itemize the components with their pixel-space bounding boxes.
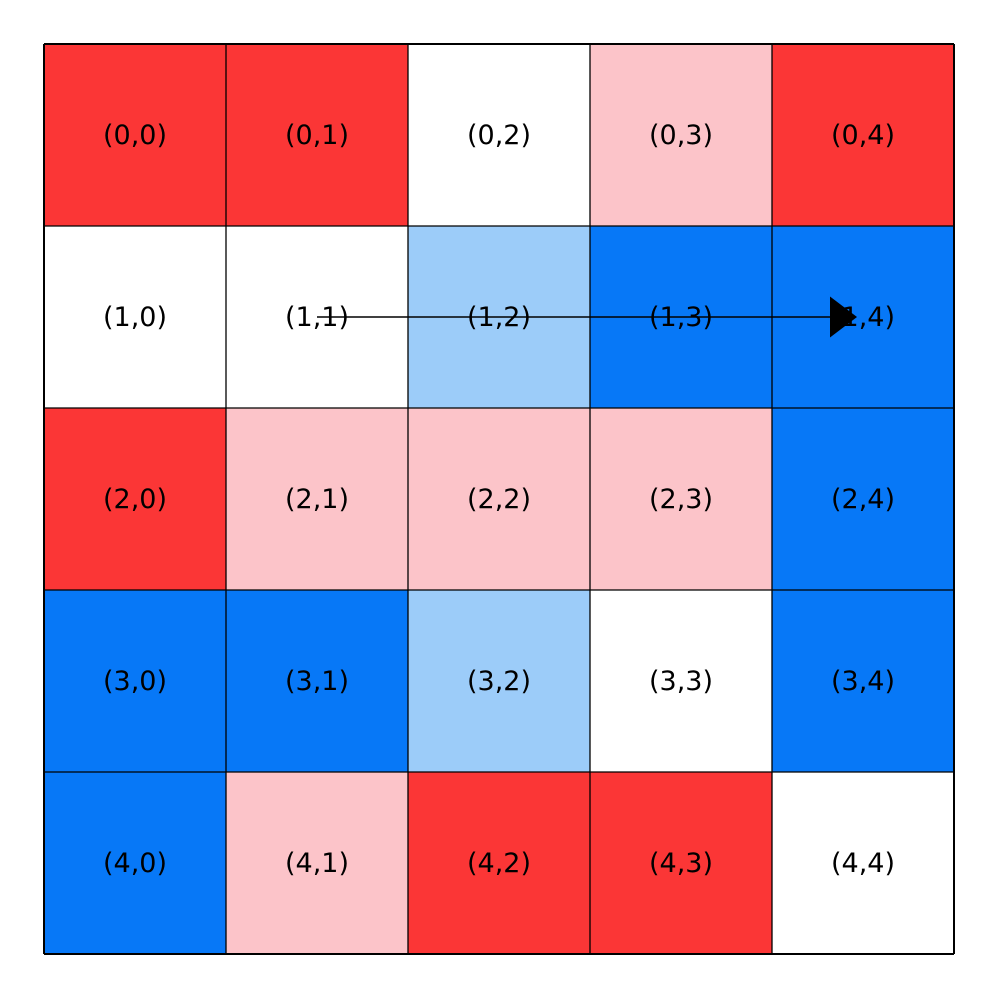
- cell-label: (3,2): [466, 665, 531, 697]
- cell-label: (0,3): [648, 119, 713, 151]
- cell-label: (2,3): [648, 483, 713, 515]
- cell-label: (2,2): [466, 483, 531, 515]
- grid-cell-0-0: (0,0): [44, 44, 226, 226]
- cell-label: (1,4): [830, 301, 895, 333]
- cell-label: (1,3): [648, 301, 713, 333]
- grid-cell-2-3: (2,3): [590, 408, 772, 590]
- grid-cell-4-4: (4,4): [772, 772, 954, 954]
- cell-label: (3,0): [102, 665, 167, 697]
- grid-cell-4-2: (4,2): [408, 772, 590, 954]
- cell-label: (2,0): [102, 483, 167, 515]
- grid-cell-0-4: (0,4): [772, 44, 954, 226]
- grid-cell-2-2: (2,2): [408, 408, 590, 590]
- grid-cell-3-1: (3,1): [226, 590, 408, 772]
- cell-label: (0,1): [284, 119, 349, 151]
- cell-label: (0,0): [102, 119, 167, 151]
- grid-cell-1-0: (1,0): [44, 226, 226, 408]
- grid-cell-3-3: (3,3): [590, 590, 772, 772]
- cell-label: (0,4): [830, 119, 895, 151]
- grid-cell-4-1: (4,1): [226, 772, 408, 954]
- grid-cell-4-0: (4,0): [44, 772, 226, 954]
- grid-cell-4-3: (4,3): [590, 772, 772, 954]
- grid-cell-1-2: (1,2): [408, 226, 590, 408]
- grid-cell-3-4: (3,4): [772, 590, 954, 772]
- cell-label: (0,2): [466, 119, 531, 151]
- cell-label: (4,1): [284, 847, 349, 879]
- cell-label: (4,3): [648, 847, 713, 879]
- cell-label: (4,0): [102, 847, 167, 879]
- grid-cell-1-1: (1,1): [226, 226, 408, 408]
- grid-cell-0-2: (0,2): [408, 44, 590, 226]
- grid-cell-0-3: (0,3): [590, 44, 772, 226]
- grid-cell-3-0: (3,0): [44, 590, 226, 772]
- grid-cell-2-1: (2,1): [226, 408, 408, 590]
- cell-label: (3,1): [284, 665, 349, 697]
- cell-label: (3,4): [830, 665, 895, 697]
- cell-label: (1,2): [466, 301, 531, 333]
- grid-cell-1-3: (1,3): [590, 226, 772, 408]
- cell-label: (2,4): [830, 483, 895, 515]
- grid-cell-2-0: (2,0): [44, 408, 226, 590]
- grid-cell-1-4: (1,4): [772, 226, 954, 408]
- cell-label: (1,1): [284, 301, 349, 333]
- cell-label: (2,1): [284, 483, 349, 515]
- cell-label: (4,2): [466, 847, 531, 879]
- grid-cell-2-4: (2,4): [772, 408, 954, 590]
- cell-label: (1,0): [102, 301, 167, 333]
- grid-cell-3-2: (3,2): [408, 590, 590, 772]
- grid-cell-0-1: (0,1): [226, 44, 408, 226]
- cell-label: (3,3): [648, 665, 713, 697]
- cell-label: (4,4): [830, 847, 895, 879]
